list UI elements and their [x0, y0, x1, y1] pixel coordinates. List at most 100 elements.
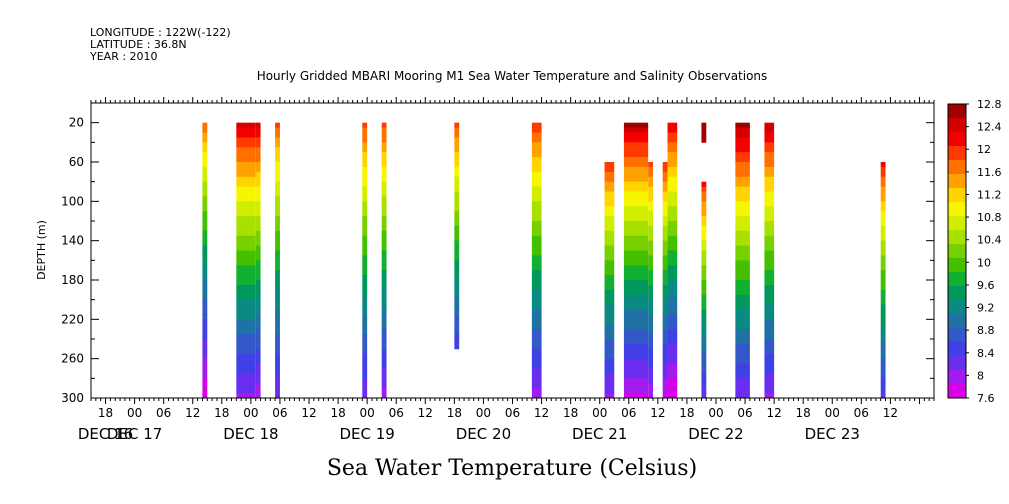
data-cell: [202, 152, 208, 158]
data-cell: [236, 152, 256, 158]
data-cell: [381, 334, 387, 340]
x-tick-label: 12: [883, 406, 898, 420]
data-cell: [701, 265, 707, 271]
data-cell: [623, 225, 649, 232]
data-cell: [764, 235, 775, 242]
data-cell: [735, 206, 750, 212]
data-cell: [202, 196, 208, 202]
data-cell: [667, 142, 678, 148]
data-cell: [764, 255, 775, 261]
data-cell: [381, 304, 387, 310]
data-cell: [667, 275, 678, 281]
data-cell: [362, 127, 368, 133]
data-cell: [880, 353, 886, 360]
data-cell: [764, 339, 775, 345]
data-cell: [531, 235, 542, 242]
data-cell: [667, 166, 678, 173]
data-cell: [648, 309, 653, 315]
data-cell: [880, 373, 886, 379]
data-cell: [202, 299, 208, 305]
data-cell: [531, 280, 542, 286]
data-cell: [381, 260, 387, 266]
data-cell: [662, 250, 668, 256]
data-cell: [236, 250, 256, 256]
data-cell: [623, 196, 649, 202]
data-cell: [381, 137, 387, 143]
data-cell: [202, 157, 208, 163]
data-cell: [275, 225, 280, 232]
x-date-label: DEC 20: [456, 425, 511, 443]
y-tick-label: 60: [69, 155, 84, 169]
data-cell: [275, 221, 280, 227]
data-cell: [381, 225, 387, 232]
data-cell: [236, 245, 256, 251]
data-cell: [880, 206, 886, 212]
data-cell: [275, 378, 280, 384]
data-cell: [362, 368, 368, 374]
data-cell: [648, 265, 653, 271]
data-cell: [764, 289, 775, 296]
data-cell: [662, 235, 668, 242]
data-cell: [531, 368, 542, 374]
data-cell: [362, 191, 368, 197]
data-cell: [454, 245, 460, 251]
data-cell: [880, 388, 886, 394]
y-axis: 20 60 100 140 180 220 260 300: [61, 102, 934, 405]
data-cell: [531, 260, 542, 266]
data-cell: [764, 122, 775, 128]
data-cell: [381, 250, 387, 256]
data-cell: [531, 157, 542, 163]
data-cell: [880, 191, 886, 197]
data-cell: [255, 373, 261, 379]
data-cell: [236, 343, 256, 350]
data-cell: [236, 186, 256, 192]
data-cell: [623, 201, 649, 207]
data-cell: [454, 216, 460, 222]
data-cell: [454, 250, 460, 256]
data-cell: [362, 147, 368, 153]
data-cell: [662, 319, 668, 325]
data-cell: [764, 363, 775, 369]
data-cell: [604, 383, 615, 389]
data-cell: [623, 270, 649, 276]
data-cell: [362, 240, 368, 246]
data-cell: [531, 201, 542, 207]
data-cell: [531, 181, 542, 187]
data-cell: [255, 162, 261, 168]
data-cell: [236, 265, 256, 271]
data-cell: [764, 309, 775, 315]
data-cell: [701, 314, 707, 320]
data-cell: [880, 324, 886, 330]
data-cell: [735, 221, 750, 227]
data-cell: [701, 191, 707, 197]
data-cell: [255, 191, 261, 197]
data-cell: [381, 353, 387, 360]
data-cell: [667, 152, 678, 158]
data-cell: [648, 225, 653, 232]
data-cell: [667, 221, 678, 227]
year-label: YEAR : 2010: [89, 50, 158, 63]
data-cell: [667, 245, 678, 251]
data-cell: [275, 191, 280, 197]
data-cell: [735, 171, 750, 178]
data-cell: [735, 230, 750, 237]
data-cell: [735, 348, 750, 355]
data-cell: [202, 314, 208, 320]
data-cell: [623, 181, 649, 187]
data-cell: [362, 235, 368, 242]
data-cell: [381, 221, 387, 227]
data-cell: [362, 157, 368, 163]
data-cell: [202, 334, 208, 340]
data-cell: [202, 284, 208, 291]
x-date-label: DEC 19: [339, 425, 394, 443]
data-cell: [202, 373, 208, 379]
data-cell: [531, 162, 542, 168]
data-cell: [454, 137, 460, 143]
data-cell: [275, 260, 280, 266]
data-cell: [623, 240, 649, 246]
data-cell: [381, 240, 387, 246]
data-cell: [648, 289, 653, 296]
data-cell: [880, 358, 886, 364]
x-tick-label: 06: [272, 406, 287, 420]
data-cell: [236, 289, 256, 296]
